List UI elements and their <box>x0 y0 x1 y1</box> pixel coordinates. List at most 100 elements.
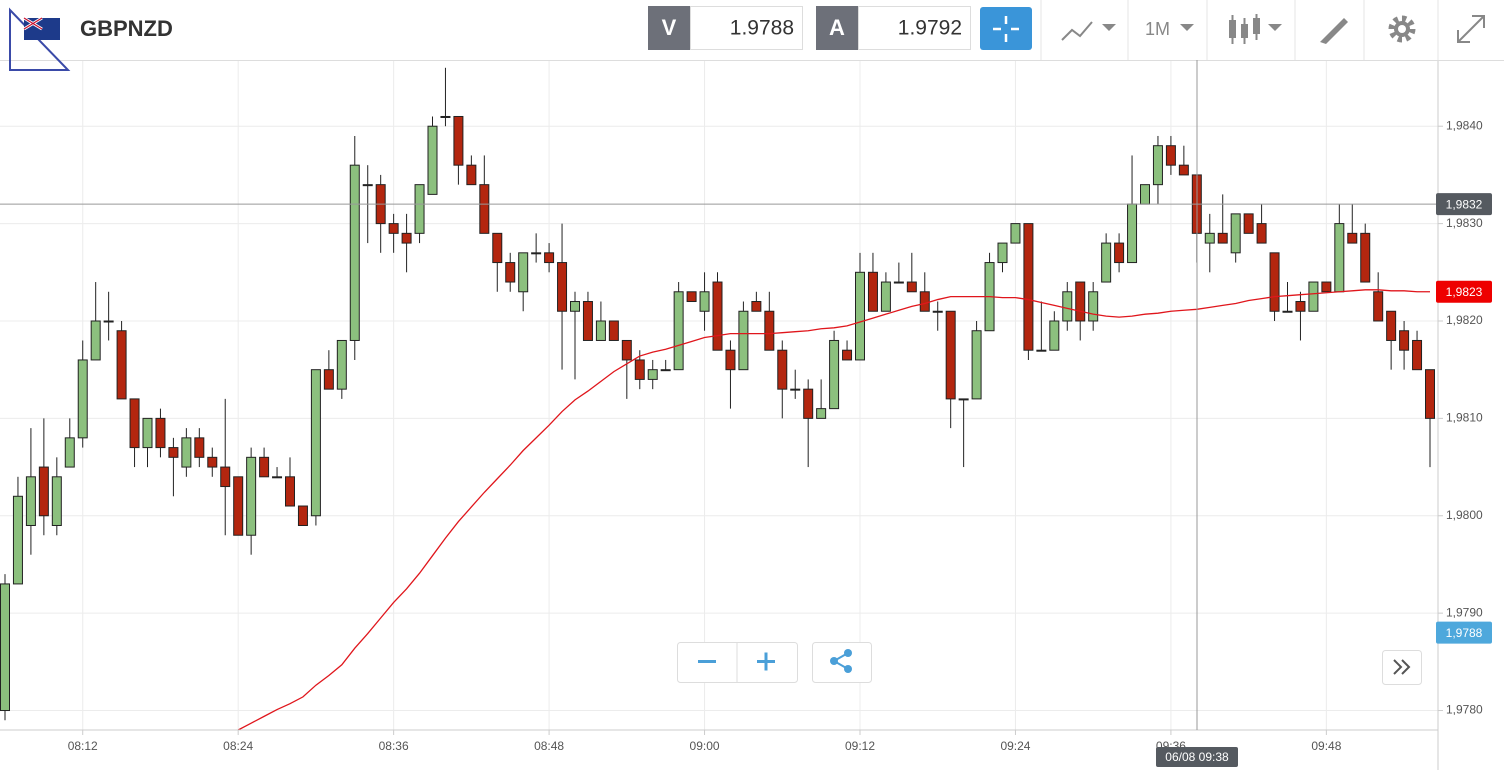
zoom-out[interactable] <box>698 660 716 663</box>
candle-body <box>893 281 904 284</box>
crosshair-y-label: 1,9832 <box>1446 197 1483 211</box>
candle-body <box>427 125 438 195</box>
candle-body <box>77 359 88 439</box>
candle-body <box>401 232 412 244</box>
scroll-end-icon <box>1393 659 1411 675</box>
chart-type-icon[interactable] <box>1229 14 1260 44</box>
fullscreen-icon[interactable] <box>1457 15 1485 43</box>
candle-body <box>673 291 684 371</box>
zoom-in[interactable] <box>757 652 775 671</box>
candle-body <box>1114 242 1125 264</box>
candle-body <box>1101 242 1112 283</box>
crosshair-x-label: 06/08 09:38 <box>1165 750 1229 764</box>
crosshair-button[interactable] <box>980 7 1032 50</box>
candle-body <box>388 223 399 234</box>
candle-body <box>1399 330 1410 351</box>
candle-body <box>608 320 619 341</box>
candle-body <box>997 242 1008 264</box>
candle-body <box>51 476 62 526</box>
x-tick-label: 09:24 <box>1000 739 1030 753</box>
candle-body <box>867 271 878 312</box>
candle-body <box>570 301 580 312</box>
candle-body <box>531 252 542 255</box>
crosshair-icon <box>993 16 1019 42</box>
candle-body <box>1062 291 1073 322</box>
candle-body <box>64 437 75 468</box>
candle-body <box>699 291 710 312</box>
candle-body <box>932 310 943 313</box>
indicator-icon[interactable] <box>1061 21 1093 41</box>
candle-body <box>362 184 373 187</box>
share-icon <box>830 657 838 665</box>
bid-badge[interactable] <box>648 6 690 50</box>
price-tag <box>1436 621 1492 644</box>
candle-body <box>1269 252 1280 312</box>
candle-body <box>634 359 645 380</box>
candle-body <box>919 291 930 312</box>
candle-body <box>168 447 179 458</box>
candle-body <box>323 369 334 390</box>
candle-body <box>1204 232 1215 244</box>
settings-icon[interactable] <box>1388 15 1416 43</box>
candle-body <box>1282 310 1293 313</box>
timeframe[interactable]: 1M <box>1145 19 1170 39</box>
candle-body <box>1152 145 1163 186</box>
y-tick-label: 1,9830 <box>1446 216 1483 230</box>
candle-body <box>557 262 568 312</box>
toolbar: GBPNZD V 1.9788 A 1.9792 1M <box>0 0 1504 71</box>
x-tick-label: 08:12 <box>68 739 98 753</box>
candle-body <box>595 320 606 341</box>
y-tick-label: 1,9820 <box>1446 313 1483 327</box>
candle-body <box>181 437 192 468</box>
bid-label: V <box>662 15 677 40</box>
candle-body <box>285 476 295 507</box>
candle-body <box>207 456 218 468</box>
candle-body <box>1321 281 1332 293</box>
candle-body <box>647 369 658 380</box>
candle-body <box>880 281 891 312</box>
candle-body <box>971 330 982 400</box>
share-icon <box>844 665 852 673</box>
scroll-end-button[interactable] <box>1382 650 1422 685</box>
candle-body <box>272 476 283 479</box>
candle-body <box>582 301 593 341</box>
candle-body <box>660 369 671 372</box>
ask-badge[interactable] <box>816 6 858 50</box>
bid-price: 1.9788 <box>730 17 794 40</box>
candle-body <box>155 417 166 449</box>
candle-body <box>1036 349 1047 352</box>
candle-body <box>25 476 36 526</box>
ask-box[interactable] <box>858 6 971 50</box>
candle-body <box>479 184 490 234</box>
candle-body <box>90 320 101 361</box>
candle-body <box>1127 203 1138 264</box>
candle-body <box>738 310 749 371</box>
candle-body <box>414 184 425 234</box>
candle-body <box>440 115 451 118</box>
share-button[interactable] <box>812 642 872 683</box>
candle-body <box>1425 369 1435 419</box>
symbol: GBPNZD <box>80 16 173 41</box>
candle-body <box>1023 223 1034 351</box>
candle-body <box>233 476 244 536</box>
candle-body <box>194 437 205 458</box>
candle-body <box>764 310 775 351</box>
candle-body <box>842 349 853 361</box>
x-tick-label: 09:00 <box>690 739 720 753</box>
candle-body <box>777 349 788 390</box>
candle-body <box>855 271 865 361</box>
candle-body <box>259 456 270 478</box>
candle-body <box>1347 232 1358 244</box>
candle-body <box>544 252 555 264</box>
bid-box[interactable] <box>690 6 803 50</box>
candle-body <box>712 281 723 351</box>
candle-body <box>621 339 632 361</box>
candle-body <box>945 310 956 400</box>
candle-body <box>1088 291 1099 322</box>
draw-icon[interactable] <box>1320 18 1348 44</box>
y-tick-label: 1,9810 <box>1446 411 1483 425</box>
price-tag <box>1436 280 1492 303</box>
candle-body <box>1049 320 1060 351</box>
candle-body <box>1140 184 1150 205</box>
